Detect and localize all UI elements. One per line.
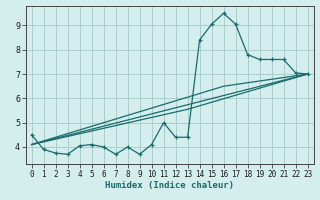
X-axis label: Humidex (Indice chaleur): Humidex (Indice chaleur) [105, 181, 234, 190]
